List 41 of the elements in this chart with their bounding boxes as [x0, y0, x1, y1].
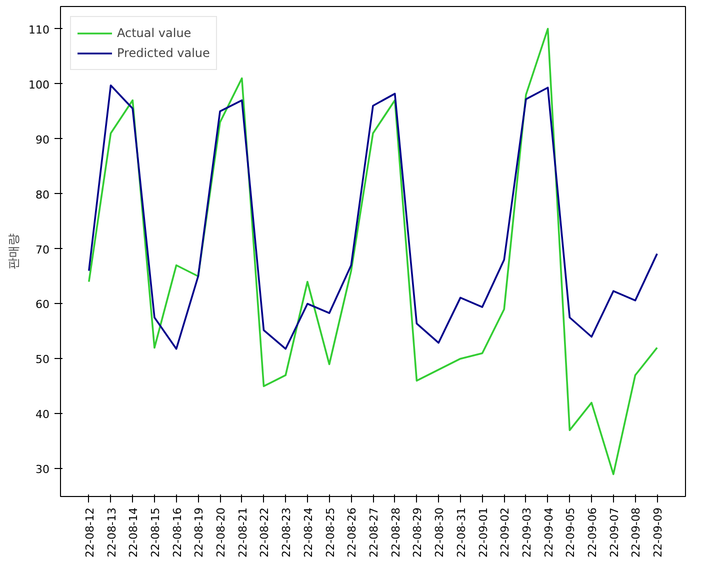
x-tick-label: 22-08-14	[127, 507, 140, 558]
x-tick-label: 22-08-31	[454, 507, 468, 558]
line-series	[88, 28, 658, 476]
x-tick-label: 22-08-19	[192, 507, 206, 558]
x-tick-label: 22-08-20	[214, 507, 228, 558]
x-tick-label: 22-09-04	[542, 507, 556, 558]
x-tick-label: 22-08-27	[368, 507, 380, 558]
y-tick-label: 70	[36, 243, 50, 256]
y-axis-title: 판매량	[6, 234, 21, 270]
x-tick-label: 22-08-22	[258, 507, 272, 558]
x-tick-label: 22-08-25	[324, 507, 337, 558]
y-tick-label: 110	[28, 23, 50, 36]
legend-label: Actual value	[117, 26, 192, 40]
y-tick-label: 40	[36, 408, 50, 422]
y-tick-label: 50	[36, 353, 50, 366]
x-tick-label: 22-08-15	[148, 507, 162, 558]
x-tick-label: 22-08-21	[236, 507, 250, 558]
x-tick-label: 22-09-03	[520, 507, 534, 558]
x-tick-label: 22-09-09	[652, 507, 665, 558]
x-tick-label: 22-09-02	[498, 507, 512, 558]
x-tick-label: 22-09-07	[608, 507, 621, 558]
x-tick-label: 22-08-23	[280, 507, 294, 558]
y-tick-label: 80	[36, 188, 50, 202]
legend-label: Predicted value	[117, 46, 210, 60]
x-tick-label: 22-09-01	[476, 507, 490, 558]
x-tick-label: 22-08-28	[389, 507, 402, 558]
x-tick-label: 22-08-16	[170, 507, 184, 558]
x-tick-label: 22-09-06	[586, 507, 600, 558]
y-tick-label: 30	[36, 463, 50, 476]
x-tick-label: 22-08-30	[433, 507, 446, 558]
line-series	[88, 84, 658, 350]
y-tick-label: 100	[28, 78, 50, 92]
x-tick-label: 22-08-26	[346, 507, 359, 558]
x-tick-label: 22-09-08	[630, 507, 643, 558]
y-tick-label: 60	[36, 298, 50, 312]
x-tick-label: 22-08-29	[411, 507, 424, 558]
x-tick-label: 22-09-05	[564, 507, 578, 558]
y-tick-label: 90	[36, 133, 50, 146]
x-tick-label: 22-08-13	[105, 507, 118, 558]
x-tick-label: 22-08-24	[302, 507, 315, 558]
x-tick-label: 22-08-12	[83, 507, 96, 558]
